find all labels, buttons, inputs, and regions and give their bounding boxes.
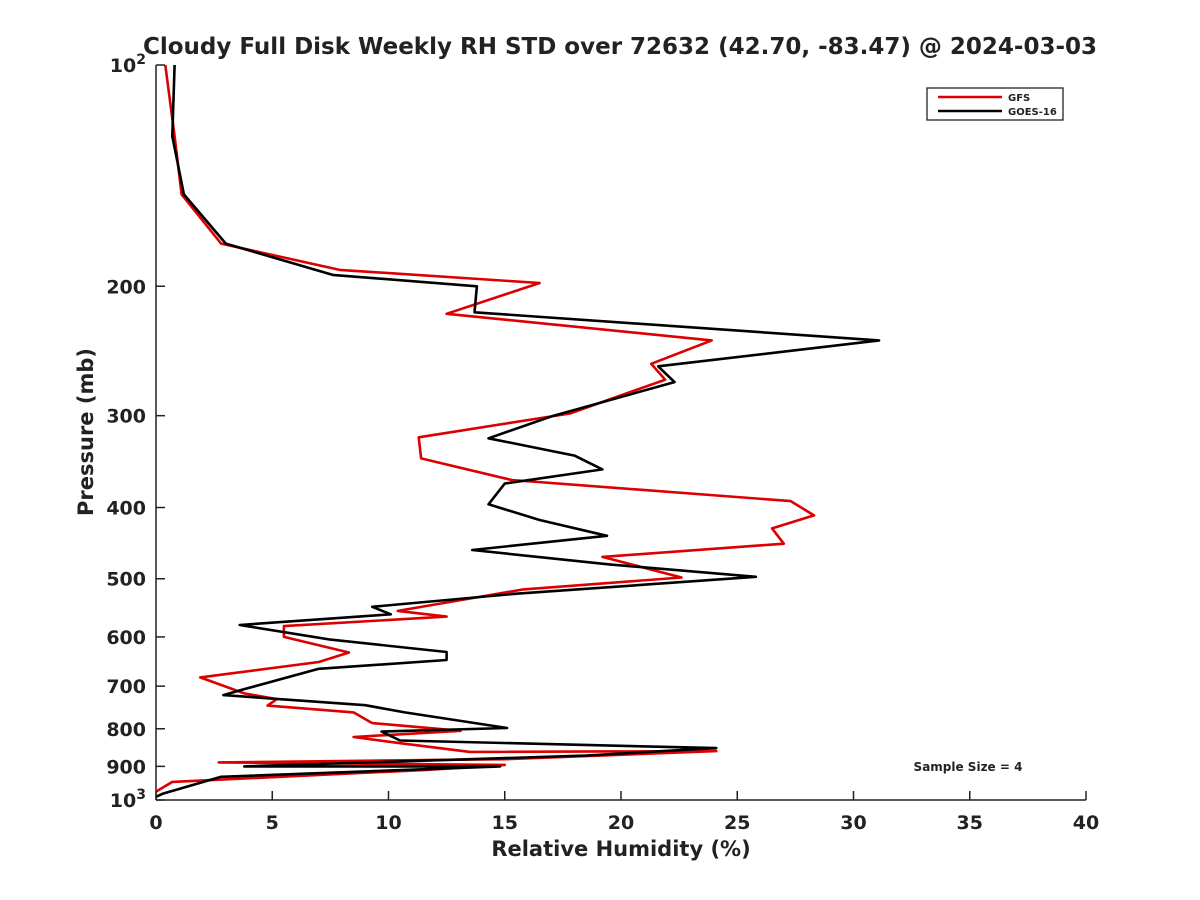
y-tick-label: 300 [106, 406, 146, 428]
x-tick-label: 30 [840, 812, 866, 834]
y-tick-label: 200 [106, 276, 146, 298]
series-line-goes16 [155, 64, 881, 798]
y-tick-label: 800 [106, 719, 146, 741]
series-line-gfs [155, 64, 816, 793]
x-tick-label: 40 [1073, 812, 1099, 834]
x-tick-label: 0 [149, 812, 162, 834]
x-tick-label: 35 [957, 812, 983, 834]
y-tick-label: 700 [106, 676, 146, 698]
y-axis-ticks: 102 200 300 400 500 600 700 800 900 103 [106, 52, 165, 812]
x-axis-ticks: 0 5 10 15 20 25 30 35 40 [149, 791, 1099, 834]
y-tick-label: 500 [106, 569, 146, 591]
x-axis-label: Relative Humidity (%) [491, 837, 750, 861]
series-layer [155, 64, 881, 798]
y-axis-label: Pressure (mb) [74, 348, 98, 516]
legend: GFS GOES-16 [926, 87, 1064, 121]
chart-title: Cloudy Full Disk Weekly RH STD over 7263… [143, 34, 1097, 60]
x-tick-label: 5 [266, 812, 279, 834]
x-tick-label: 15 [492, 812, 518, 834]
y-tick-label: 400 [106, 498, 146, 520]
legend-label-goes16: GOES-16 [1008, 107, 1057, 118]
plot-area [155, 64, 1086, 801]
y-tick-label: 102 [110, 52, 146, 77]
legend-label-gfs: GFS [1008, 93, 1030, 104]
legend-box [926, 87, 1064, 121]
x-tick-label: 25 [724, 812, 750, 834]
x-tick-label: 20 [608, 812, 634, 834]
y-tick-label: 600 [106, 627, 146, 649]
y-tick-label: 900 [106, 756, 146, 778]
x-tick-label: 10 [375, 812, 401, 834]
y-tick-label: 103 [110, 787, 146, 812]
sample-size-annotation: Sample Size = 4 [914, 760, 1023, 774]
